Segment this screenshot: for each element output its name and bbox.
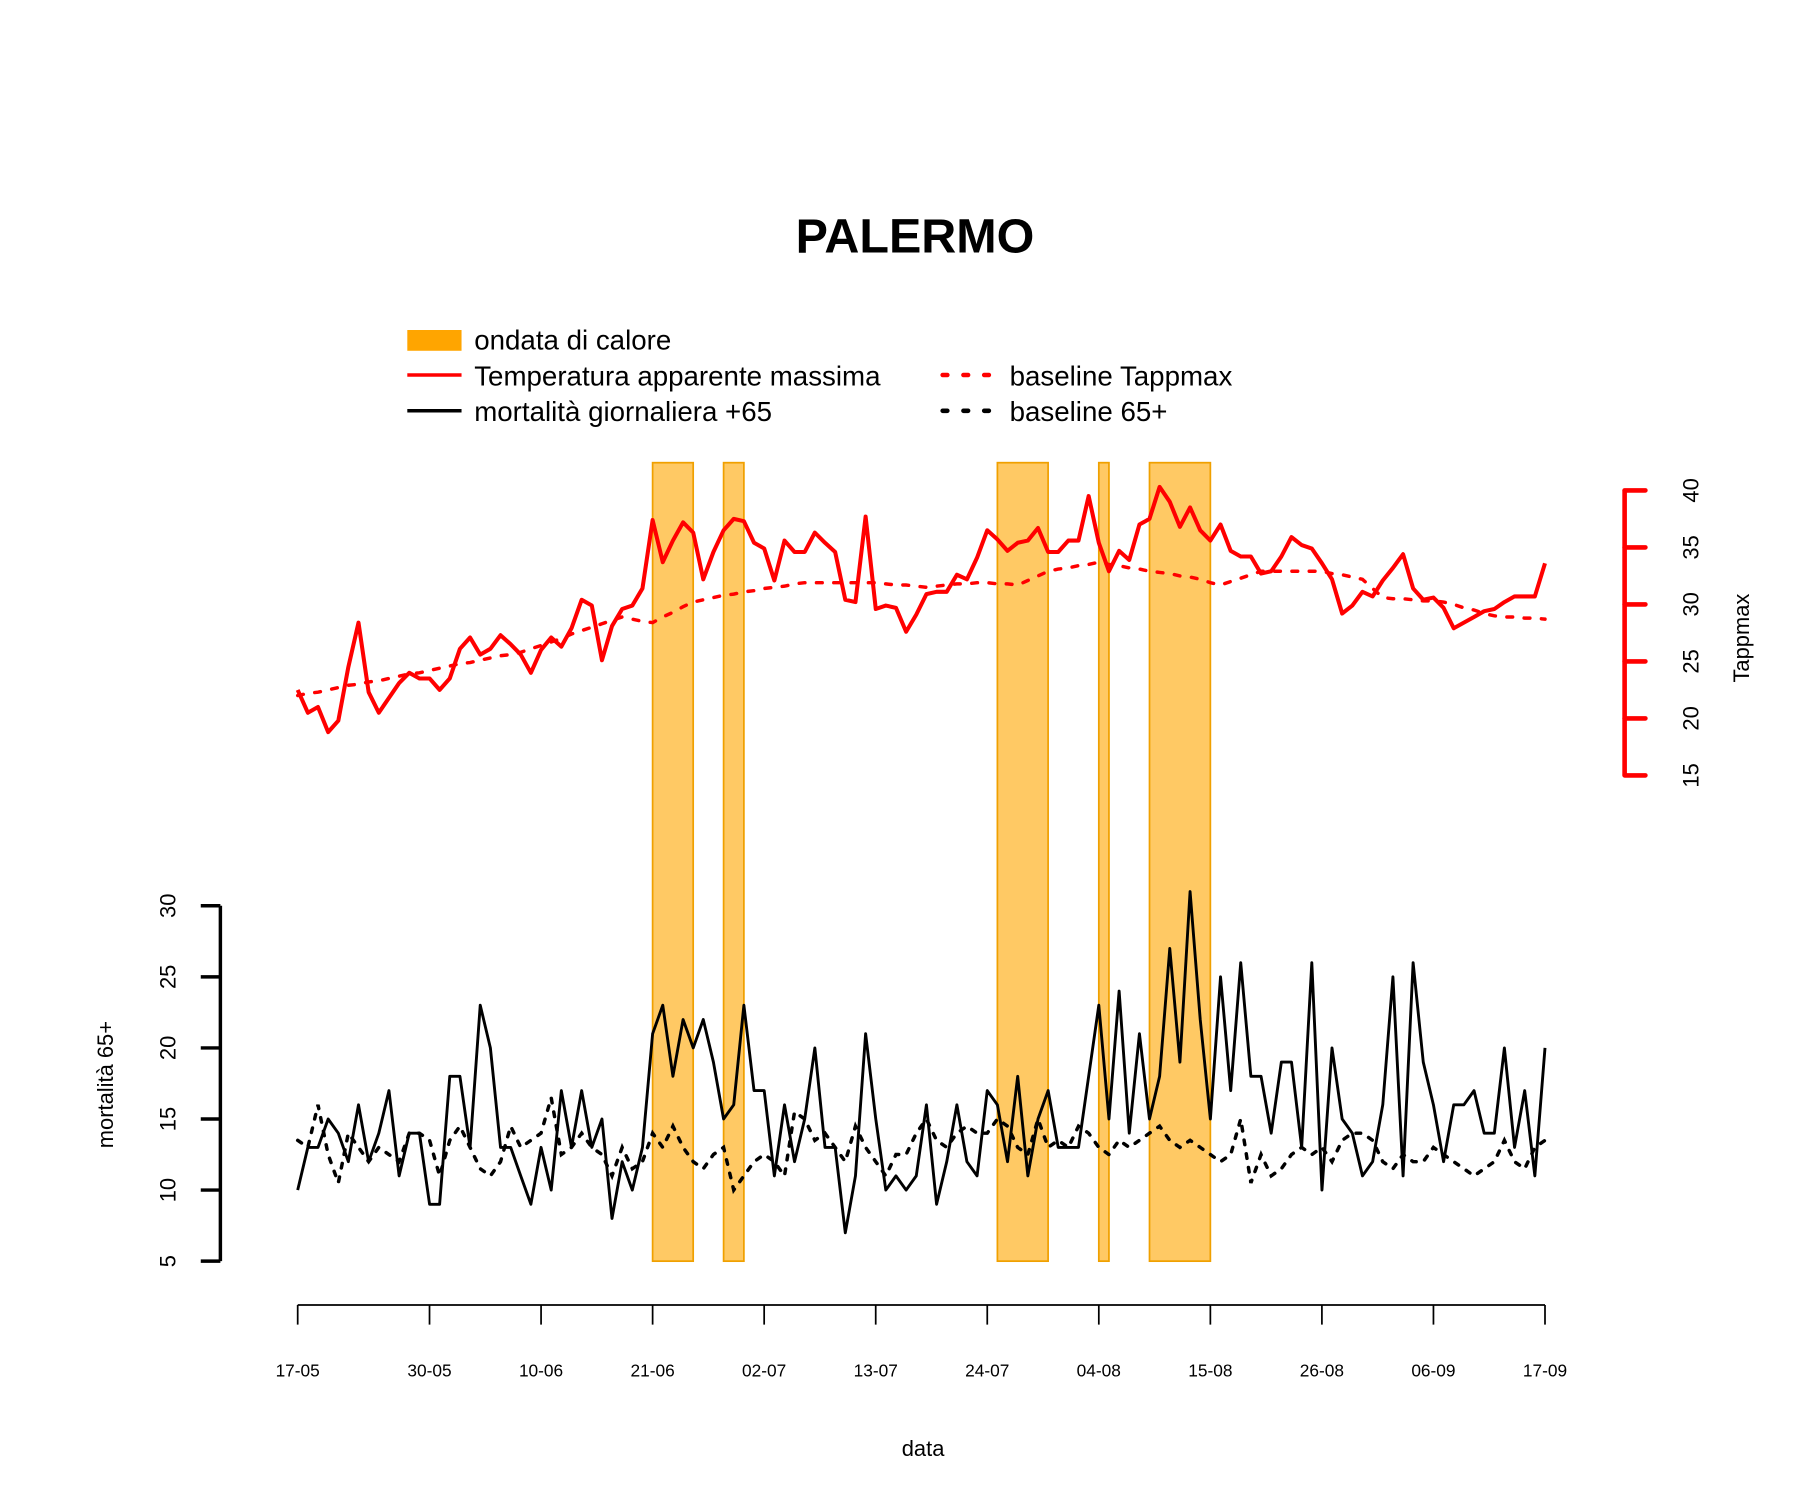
baseline-temperature-line: [295, 560, 1547, 698]
x-tick-label: 30-05: [407, 1361, 451, 1381]
y-right-tick-label: 25: [1678, 649, 1703, 673]
heatwave-band: [1148, 461, 1212, 1263]
y-left-tick-label: 5: [155, 1255, 180, 1267]
x-axis-label: data: [902, 1436, 945, 1461]
x-tick-label: 13-07: [854, 1361, 898, 1381]
legend-mortality-label: mortalità giornaliera +65: [474, 396, 772, 427]
y-left-tick-label: 30: [155, 894, 180, 918]
y-left-tick-label: 25: [155, 965, 180, 989]
heatwave-band: [651, 461, 695, 1263]
x-tick-label: 15-08: [1188, 1361, 1232, 1381]
legend-heatwave-swatch: [407, 330, 462, 351]
legend-baseline-mortality-label: baseline 65+: [1010, 396, 1168, 427]
y-right-tick-label: 15: [1678, 763, 1703, 787]
axes-layer: 17-05 30-05 10-06 21-06 02-07 13-07 24-07 04-08…: [155, 478, 1703, 1380]
x-tick-label: 17-05: [276, 1361, 320, 1381]
x-tick-label: 17-09: [1523, 1361, 1567, 1381]
y-right-tick-label: 30: [1678, 592, 1703, 616]
heatwave-band: [722, 461, 745, 1263]
x-tick-label: 24-07: [965, 1361, 1009, 1381]
legend: ondata di calore Temperatura apparente m…: [407, 325, 1233, 427]
y-axis-right-label: Tappmax: [1729, 594, 1754, 683]
x-tick-label: 26-08: [1300, 1361, 1344, 1381]
x-tick-label: 21-06: [630, 1361, 674, 1381]
y-right-tick-label: 35: [1678, 535, 1703, 559]
y-left-tick-label: 20: [155, 1036, 180, 1060]
temperature-line: [295, 484, 1547, 735]
y-right-tick-label: 20: [1678, 706, 1703, 730]
chart-title: PALERMO: [796, 210, 1035, 264]
x-tick-label: 02-07: [742, 1361, 786, 1381]
heatwave-band: [1097, 461, 1110, 1263]
x-tick-label: 04-08: [1077, 1361, 1121, 1381]
y-left-tick-label: 10: [155, 1178, 180, 1202]
y-right-tick-label: 40: [1678, 478, 1703, 502]
y-axis-left-label: mortalità 65+: [93, 1021, 118, 1148]
x-tick-label: 06-09: [1411, 1361, 1455, 1381]
series-layer: [295, 484, 1547, 1235]
y-left-tick-label: 15: [155, 1107, 180, 1131]
mortality-line: [296, 890, 1547, 1235]
x-tick-label: 10-06: [519, 1361, 563, 1381]
baseline-mortality-line: [295, 1097, 1547, 1195]
legend-temperature-label: Temperatura apparente massima: [474, 360, 881, 391]
legend-heatwave-label: ondata di calore: [474, 325, 671, 356]
legend-baseline-temperature-label: baseline Tappmax: [1010, 360, 1233, 391]
